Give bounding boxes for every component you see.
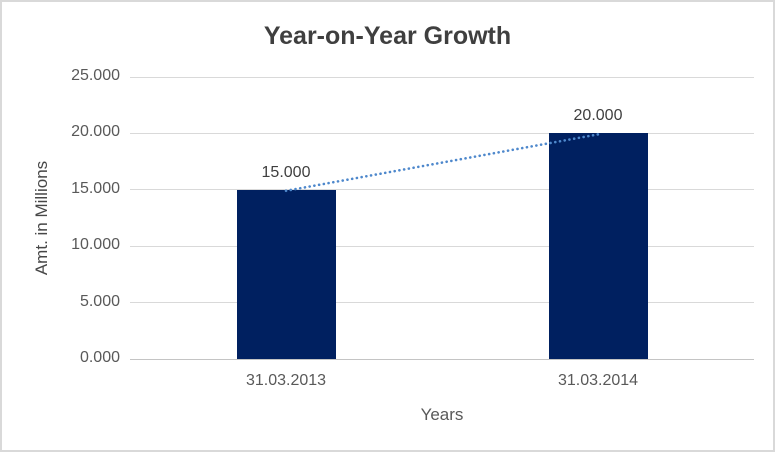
x-axis-title: Years [420, 405, 464, 424]
trendline-path [284, 133, 600, 193]
plot-area: 15.000 20.000 [130, 76, 754, 360]
gridline [130, 302, 754, 304]
y-axis-title: Amt. in Millions [32, 160, 51, 276]
y-tick-label: 0.000 [79, 349, 120, 366]
chart-title: Year-on-Year Growth [263, 22, 512, 50]
bar [236, 189, 336, 359]
y-tick-label: 25.000 [71, 67, 120, 84]
x-axis-line [130, 358, 754, 360]
y-tick-label: 10.000 [71, 236, 120, 254]
gridline [130, 245, 754, 247]
gridline [130, 132, 754, 134]
y-tick-label: 20.000 [71, 123, 120, 141]
bar-value-label: 15.000 [261, 163, 311, 181]
trendline [284, 133, 600, 193]
y-tick-label: 5.000 [79, 292, 120, 310]
bar [548, 133, 648, 359]
gridline [130, 76, 754, 78]
y-tick-label: 15.000 [71, 179, 120, 197]
x-tick-label: 31.03.2014 [557, 372, 639, 389]
x-tick-label: 31.03.2013 [245, 372, 327, 389]
bar-value-label: 20.000 [573, 107, 623, 125]
gridline [130, 189, 754, 191]
